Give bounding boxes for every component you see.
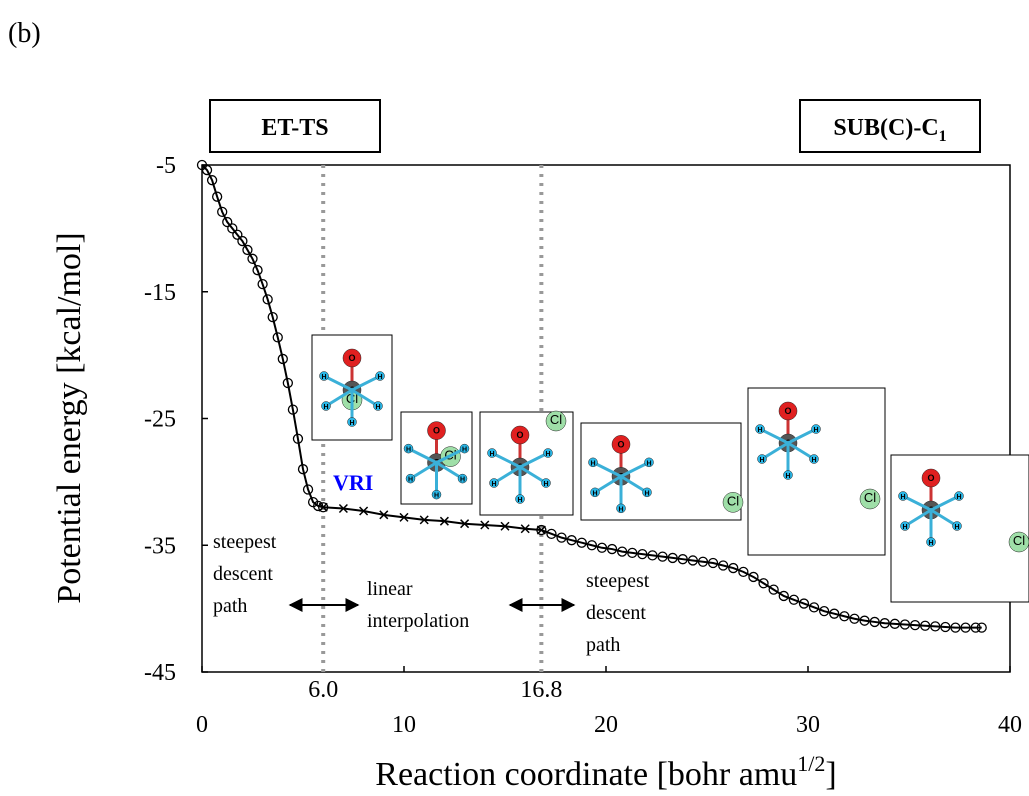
annotation: steepest <box>213 531 277 553</box>
atom-label: H <box>902 524 907 531</box>
atom-label: Cl <box>727 493 739 508</box>
atom-label: H <box>323 404 328 411</box>
molecule-inset <box>748 388 885 555</box>
annotation: descent <box>586 602 646 624</box>
y-tick-label: -45 <box>144 660 176 686</box>
reference-label: 16.8 <box>520 677 562 703</box>
atom-label: H <box>375 404 380 411</box>
atom-label: H <box>406 447 411 454</box>
y-axis-label: Potential energy [kcal/mol] <box>51 232 88 603</box>
atom-label: Cl <box>1013 533 1025 548</box>
x-axis-label-sup: 1/2 <box>797 751 825 776</box>
atom-label: Cl <box>550 412 562 427</box>
atom-label: H <box>489 451 494 458</box>
atom-label: H <box>543 481 548 488</box>
state-label-text: SUB(C)-C <box>833 115 938 141</box>
atom-label: H <box>592 490 597 497</box>
x-axis-label-text: Reaction coordinate [bohr amu <box>375 756 797 793</box>
atom-label: H <box>618 506 623 513</box>
state-label-sub: 1 <box>939 128 947 145</box>
atom-label: H <box>954 524 959 531</box>
state-label: ET-TS <box>261 115 328 141</box>
atom-label: H <box>785 473 790 480</box>
atom-label: H <box>321 374 326 381</box>
atom-label: H <box>460 477 465 484</box>
x-axis-label: Reaction coordinate [bohr amu1/2] <box>375 751 836 793</box>
atom-label: H <box>900 494 905 501</box>
atom-label: H <box>491 481 496 488</box>
atom-label: H <box>644 490 649 497</box>
atom-label: H <box>928 540 933 547</box>
x-tick-label: 30 <box>796 712 820 738</box>
panel-label: (b) <box>8 18 41 49</box>
annotation: descent <box>213 563 273 585</box>
chart: (b) Potential energy [kcal/mol] -5 -15 -25… <box>0 0 1029 796</box>
annotation: interpolation <box>367 610 469 632</box>
annotation: linear <box>367 578 413 600</box>
atom-label: H <box>646 460 651 467</box>
x-tick-label: 0 <box>196 712 208 738</box>
atom-label: H <box>434 493 439 500</box>
annotation: path <box>586 634 620 656</box>
state-label: SUB(C)-C1 <box>833 115 946 145</box>
x-tick-label: 40 <box>998 712 1022 738</box>
reference-label: 6.0 <box>308 677 338 703</box>
atom-label: H <box>759 457 764 464</box>
atom-label: H <box>462 447 467 454</box>
x-tick-label: 10 <box>392 712 416 738</box>
atom-label: H <box>349 420 354 427</box>
atom-label: H <box>377 374 382 381</box>
atom-label: O <box>516 430 523 440</box>
atom-label: H <box>956 494 961 501</box>
atom-label: H <box>757 427 762 434</box>
y-tick-label: -5 <box>156 153 176 179</box>
annotation: path <box>213 595 247 617</box>
y-tick-label: -35 <box>144 533 176 559</box>
annotation: steepest <box>586 570 650 592</box>
molecule-inset <box>581 423 741 520</box>
atom-label: H <box>517 497 522 504</box>
y-tick-label: -15 <box>144 280 176 306</box>
x-axis-label-tail: ] <box>825 756 836 793</box>
atom-label: H <box>590 460 595 467</box>
y-tick-label: -25 <box>144 407 176 433</box>
atom-label: O <box>348 353 355 363</box>
x-tick-label: 20 <box>594 712 618 738</box>
state-label-text: ET-TS <box>261 115 328 141</box>
atom-label: H <box>545 451 550 458</box>
atom-label: H <box>811 457 816 464</box>
atom-label: H <box>813 427 818 434</box>
atom-label: Cl <box>864 490 876 505</box>
atom-label: O <box>784 406 791 416</box>
annotation: VRI <box>333 470 373 495</box>
atom-label: H <box>408 477 413 484</box>
atom-label: O <box>617 439 624 449</box>
atom-label: O <box>433 426 440 436</box>
atom-label: O <box>927 473 934 483</box>
